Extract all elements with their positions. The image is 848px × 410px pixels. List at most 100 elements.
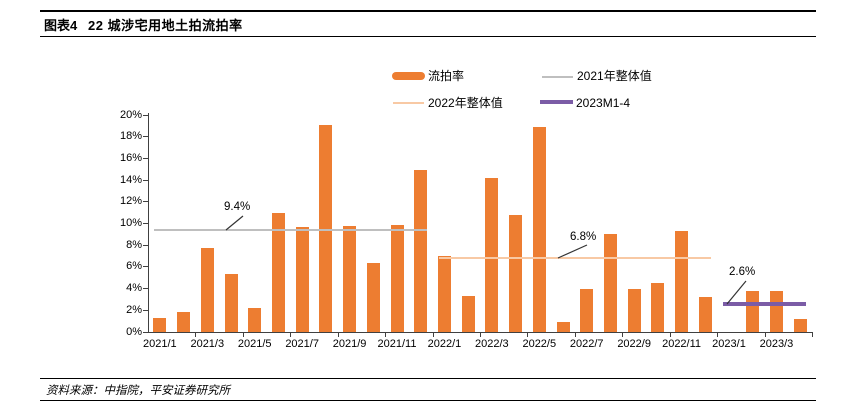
y-tick-label: 6% [126,260,142,273]
legend-label-2023: 2023M1-4 [576,96,631,110]
y-axis [148,113,149,332]
bar-2022/11 [675,231,689,332]
bar-2021/3 [200,248,214,332]
bar-2023/3 [769,290,783,332]
x-tick [764,333,766,337]
legend-line-2022-swatch-icon [393,102,424,104]
bar-2022/2 [461,296,475,332]
bar-2022/5 [532,126,546,332]
y-tick-label: 16% [119,151,142,164]
x-tick [337,333,339,337]
figure-title: 22 城涉宅用地土拍流拍率 [88,18,243,33]
bar-2021/5 [248,308,262,332]
x-tick-label: 2022/7 [569,338,604,350]
x-tick [480,333,481,337]
x-tick-label: 2021/9 [332,338,367,350]
y-tick [143,288,148,290]
y-tick [143,244,148,246]
x-tick-label: 2022/5 [522,338,557,350]
bar-2022/9 [627,288,641,332]
y-tick-label: 14% [119,173,142,186]
y-tick-label: 12% [119,195,142,208]
bar-2021/8 [319,124,333,332]
legend-label-2022: 2022年整体值 [428,96,503,110]
y-tick-label: 0% [126,325,142,338]
x-axis [148,332,813,333]
x-tick-label: 2022/1 [427,338,462,350]
reference-line-2022年整体值 [438,257,712,260]
y-tick [143,266,148,268]
bar-2023/2 [746,290,760,332]
y-tick [143,223,148,224]
source-rule-top [40,378,816,379]
bar-2022/12 [698,297,712,332]
x-tick-label: 2022/9 [617,338,651,350]
legend-label-2021: 2021年整体值 [577,69,652,83]
y-tick-label: 18% [119,130,142,143]
legend-line-2023-swatch-icon [540,100,573,104]
bar-2022/10 [651,283,665,332]
y-tick [143,136,148,138]
y-tick [143,157,148,159]
bar-2022/3 [485,177,499,332]
bar-2021/9 [343,225,357,332]
bar-2021/10 [366,262,380,332]
bar-2022/8 [603,234,617,332]
x-tick [812,333,813,337]
y-tick [143,114,148,116]
y-tick-label: 20% [119,108,142,121]
y-tick [143,201,148,203]
x-tick [574,333,576,337]
bar-2021/6 [271,212,285,332]
figure-header: 图表4 22 城涉宅用地土拍流拍率 [44,15,816,33]
x-tick-label: 2021/7 [285,338,319,350]
title-rule [40,36,816,37]
annotation-9.4%: 9.4% [224,201,251,213]
x-tick-label: 2021/3 [190,338,225,350]
bar-2022/4 [509,214,523,332]
bar-chart: 0% 2% 4% 6% 8% 10% 12% 14% 16% 18% 20% 2021/1 2021/3… [119,108,813,350]
top-rule [40,10,816,12]
legend-bar-swatch-icon [392,72,425,80]
x-tick [290,333,292,337]
bar-2021/2 [177,312,191,332]
x-tick [622,333,624,337]
y-tick-label: 8% [126,238,142,251]
y-tick-label: 2% [126,303,142,316]
reference-line-2021年整体值 [154,229,427,231]
x-tick-label: 2021/1 [143,338,177,350]
y-tick [143,309,148,311]
x-tick [432,333,434,337]
source-note: 资料来源：中指院，平安证券研究所 [46,385,230,397]
x-tick [669,333,671,337]
bar-2021/11 [390,224,404,332]
legend-label-failure-rate: 流拍率 [428,69,465,83]
x-tick-label: 2023/1 [712,338,746,350]
bar-2021/4 [224,274,238,332]
y-tick-label: 10% [119,217,142,229]
bar-2022/1 [437,256,451,332]
bar-2021/12 [414,170,428,332]
y-tick [143,179,148,181]
x-tick-label: 2022/11 [662,338,702,350]
bar-2023/4 [793,318,807,332]
x-tick-label: 2022/3 [475,338,509,350]
y-tick [143,331,148,333]
x-tick [717,333,719,337]
x-tick [242,333,244,337]
figure-tag: 图表4 [44,18,78,33]
bar-2021/7 [295,226,309,332]
reference-line-2023M1-4 [723,301,806,306]
x-tick-label: 2023/3 [759,338,794,350]
x-tick-label: 2021/5 [237,338,272,350]
legend-line-2021-swatch-icon [542,76,573,78]
bar-2021/1 [153,317,167,332]
bar-2022/7 [580,288,594,332]
x-tick-label: 2021/11 [377,338,417,350]
y-tick-label: 4% [126,282,142,295]
source-rule-bottom [40,400,816,401]
annotation-2.6%: 2.6% [729,266,756,278]
annotation-6.8%: 6.8% [570,231,597,243]
x-tick [195,333,197,337]
